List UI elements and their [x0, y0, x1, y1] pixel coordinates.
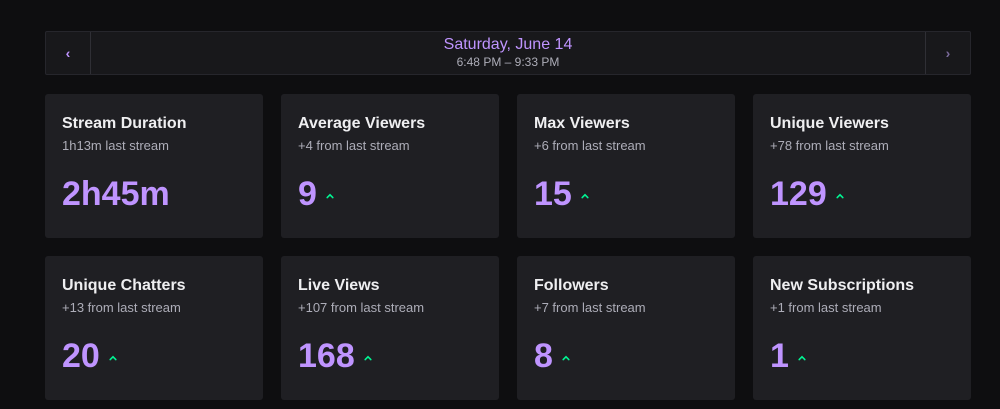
- stat-value-row: 15: [534, 174, 589, 214]
- stat-title: New Subscriptions: [770, 277, 915, 294]
- stat-comparison: +1 from last stream: [770, 300, 882, 315]
- stat-comparison: +107 from last stream: [298, 300, 425, 315]
- stream-time-range: 6:48 PM – 9:33 PM: [456, 55, 560, 69]
- stat-comparison: 1h13m last stream: [62, 138, 169, 153]
- stat-value-row: 2h45m: [62, 174, 170, 214]
- stat-value-row: 168: [298, 336, 372, 376]
- stat-title: Live Views: [298, 277, 380, 294]
- stat-card-unique-viewers: Unique Viewers +78 from last stream 129: [753, 94, 971, 238]
- stat-title: Unique Chatters: [62, 277, 186, 294]
- stat-value: 15: [534, 175, 572, 213]
- stat-card-followers: Followers +7 from last stream 8: [517, 256, 735, 400]
- stat-value-row: 20: [62, 336, 117, 376]
- stat-card-average-viewers: Average Viewers +4 from last stream 9: [281, 94, 499, 238]
- stat-value: 20: [62, 337, 100, 375]
- chevron-left-icon: ‹: [65, 45, 71, 61]
- stat-value: 1: [770, 337, 789, 375]
- stat-value: 2h45m: [62, 175, 170, 213]
- stat-title: Average Viewers: [298, 115, 426, 132]
- stat-value: 9: [298, 175, 317, 213]
- stat-card-live-views: Live Views +107 from last stream 168: [281, 256, 499, 400]
- stat-card-new-subscriptions: New Subscriptions +1 from last stream 1: [753, 256, 971, 400]
- stat-value-row: 129: [770, 174, 844, 214]
- stat-comparison: +7 from last stream: [534, 300, 646, 315]
- trend-up-icon: [109, 355, 117, 361]
- stat-value: 168: [298, 337, 355, 375]
- stat-title: Followers: [534, 277, 609, 294]
- trend-up-icon: [798, 355, 806, 361]
- stat-comparison: +13 from last stream: [62, 300, 181, 315]
- stat-card-max-viewers: Max Viewers +6 from last stream 15: [517, 94, 735, 238]
- stat-comparison: +4 from last stream: [298, 138, 410, 153]
- stream-date-navigator: ‹ Saturday, June 14 6:48 PM – 9:33 PM ›: [45, 31, 971, 75]
- stream-date: Saturday, June 14: [443, 36, 573, 53]
- stat-value: 129: [770, 175, 827, 213]
- next-stream-button[interactable]: ›: [925, 32, 970, 74]
- stat-comparison: +6 from last stream: [534, 138, 646, 153]
- trend-up-icon: [562, 355, 570, 361]
- stream-date-info: Saturday, June 14 6:48 PM – 9:33 PM: [91, 35, 925, 70]
- stat-title: Max Viewers: [534, 115, 630, 132]
- trend-up-icon: [364, 355, 372, 361]
- previous-stream-button[interactable]: ‹: [46, 32, 91, 74]
- trend-up-icon: [581, 193, 589, 199]
- stat-card-unique-chatters: Unique Chatters +13 from last stream 20: [45, 256, 263, 400]
- stat-value-row: 9: [298, 174, 334, 214]
- stat-value-row: 1: [770, 336, 806, 376]
- stat-comparison: +78 from last stream: [770, 138, 889, 153]
- trend-up-icon: [836, 193, 844, 199]
- chevron-right-icon: ›: [945, 45, 951, 61]
- trend-up-icon: [326, 193, 334, 199]
- stat-title: Stream Duration: [62, 115, 187, 132]
- stat-card-stream-duration: Stream Duration 1h13m last stream 2h45m: [45, 94, 263, 238]
- stat-value: 8: [534, 337, 553, 375]
- stat-value-row: 8: [534, 336, 570, 376]
- stat-title: Unique Viewers: [770, 115, 889, 132]
